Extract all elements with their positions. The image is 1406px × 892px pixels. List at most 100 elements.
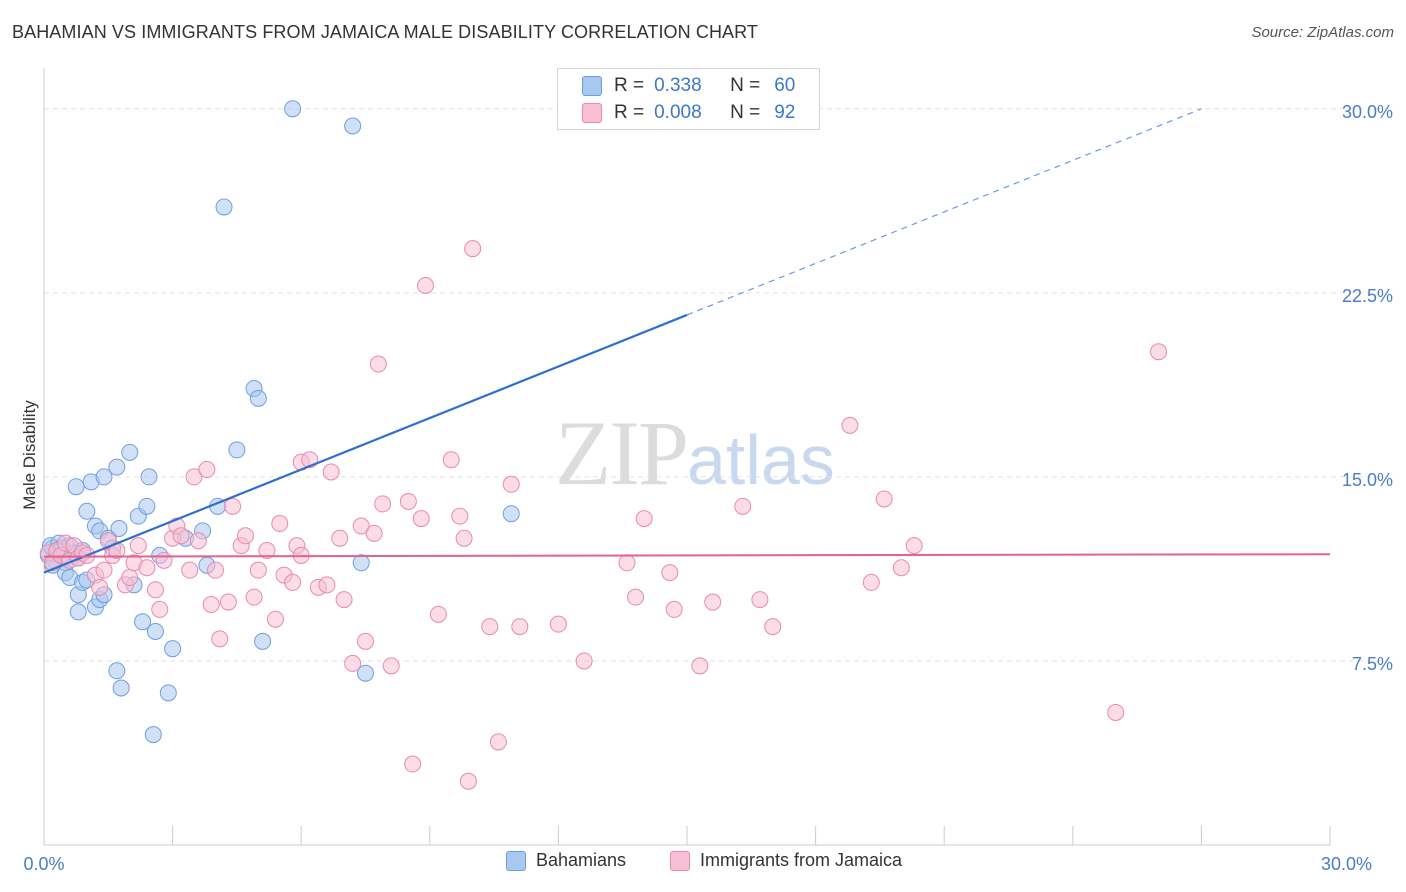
jamaica-trend-line — [43, 553, 1331, 558]
jamaica-point — [357, 632, 374, 650]
jamaica-point — [412, 510, 430, 528]
jamaica-point — [417, 276, 435, 294]
jamaica-point — [905, 537, 923, 555]
stats-row-jamaica: R = 0.008 N = 92 — [582, 100, 795, 126]
bahamians-trend-extension — [686, 108, 1202, 316]
jamaica-point — [245, 588, 263, 606]
jamaica-point — [151, 600, 169, 618]
bahamians-point — [95, 468, 113, 486]
jamaica-point — [185, 468, 203, 486]
legend-label: Immigrants from Jamaica — [700, 850, 903, 870]
bahamians-point — [254, 632, 272, 650]
jamaica-point — [442, 451, 460, 469]
jamaica-point — [451, 507, 469, 525]
jamaica-point — [331, 529, 349, 547]
jamaica-point — [369, 355, 387, 373]
jamaica-point — [1107, 703, 1125, 721]
jamaica-point — [618, 554, 636, 572]
bahamians-swatch — [582, 76, 602, 96]
bahamians-point — [164, 640, 182, 658]
jamaica-point — [95, 561, 113, 579]
bahamians-point — [108, 662, 126, 680]
jamaica-point — [249, 561, 267, 579]
jamaica-point — [549, 615, 567, 633]
r-value: 0.338 — [654, 75, 702, 96]
jamaica-point — [146, 581, 164, 599]
jamaica-swatch — [582, 103, 602, 123]
jamaica-point — [322, 463, 340, 481]
jamaica-point — [202, 596, 220, 614]
jamaica-point — [429, 605, 447, 623]
jamaica-point — [181, 561, 199, 579]
jamaica-point — [236, 527, 254, 545]
jamaica-point — [841, 416, 859, 434]
jamaica-point — [335, 591, 353, 609]
r-label: R = — [614, 102, 645, 123]
bahamians-point — [69, 603, 87, 621]
watermark: ZIPatlas — [555, 400, 835, 506]
jamaica-point — [875, 490, 893, 508]
legend-label: Bahamians — [536, 850, 627, 870]
jamaica-point — [198, 461, 216, 479]
jamaica-point — [404, 755, 422, 773]
bahamians-trend-line — [43, 313, 688, 574]
jamaica-point — [224, 497, 242, 515]
bahamians-point — [140, 468, 158, 486]
chart-title: BAHAMIAN VS IMMIGRANTS FROM JAMAICA MALE… — [12, 22, 759, 42]
jamaica-point — [155, 551, 173, 569]
y-tick-label: 30.0% — [1342, 102, 1393, 122]
jamaica-point — [91, 578, 109, 596]
bahamians-point — [138, 497, 156, 515]
bahamians-point — [502, 505, 520, 523]
jamaica-point — [318, 576, 336, 594]
stats-row-bahamians: R = 0.338 N = 60 — [582, 73, 795, 99]
bahamians-point — [134, 613, 152, 631]
jamaica-point — [374, 495, 392, 513]
jamaica-point — [489, 733, 507, 751]
bahamians-point — [108, 458, 126, 476]
jamaica-point — [284, 573, 302, 591]
jamaica-point — [399, 492, 417, 510]
r-value: 0.008 — [654, 102, 702, 123]
jamaica-point — [352, 517, 370, 535]
bahamians-point — [78, 502, 96, 520]
jamaica-point — [704, 593, 722, 611]
jamaica-point — [129, 537, 147, 555]
bahamians-legend-swatch — [506, 850, 526, 871]
jamaica-point — [365, 524, 383, 542]
n-label: N = — [730, 75, 761, 96]
series-legend: Bahamians Immigrants from Jamaica — [0, 850, 1406, 880]
jamaica-point — [502, 475, 520, 493]
jamaica-point — [121, 569, 139, 587]
watermark-atlas: atlas — [687, 421, 835, 499]
source-label: Source: ZipAtlas.com — [1251, 24, 1394, 41]
jamaica-point — [382, 657, 400, 675]
y-tick-label: 22.5% — [1342, 286, 1393, 306]
bahamians-point — [249, 389, 267, 407]
n-value: 92 — [774, 102, 796, 123]
jamaica-point — [464, 240, 482, 258]
jamaica-point — [635, 510, 653, 528]
jamaica-point — [271, 515, 289, 533]
jamaica-point — [751, 591, 769, 609]
bahamians-point — [228, 441, 246, 459]
jamaica-point — [138, 559, 156, 577]
jamaica-point — [661, 564, 679, 582]
y-tick-label: 7.5% — [1352, 654, 1393, 674]
bahamians-point — [284, 100, 302, 118]
bahamians-point — [344, 117, 362, 135]
bahamians-point — [112, 679, 130, 697]
jamaica-point — [344, 654, 362, 672]
jamaica-point — [627, 588, 645, 606]
bahamians-point — [110, 519, 128, 537]
jamaica-point — [665, 600, 683, 618]
jamaica-point — [258, 542, 276, 560]
legend-item-bahamians: Bahamians — [506, 850, 626, 871]
bahamians-point — [121, 443, 139, 461]
x-tick-label: 0.0% — [23, 854, 64, 874]
watermark-zip: ZIP — [555, 402, 689, 504]
bahamians-point — [215, 198, 233, 216]
r-label: R = — [614, 75, 645, 96]
x-tick-label: 30.0% — [1321, 854, 1372, 874]
